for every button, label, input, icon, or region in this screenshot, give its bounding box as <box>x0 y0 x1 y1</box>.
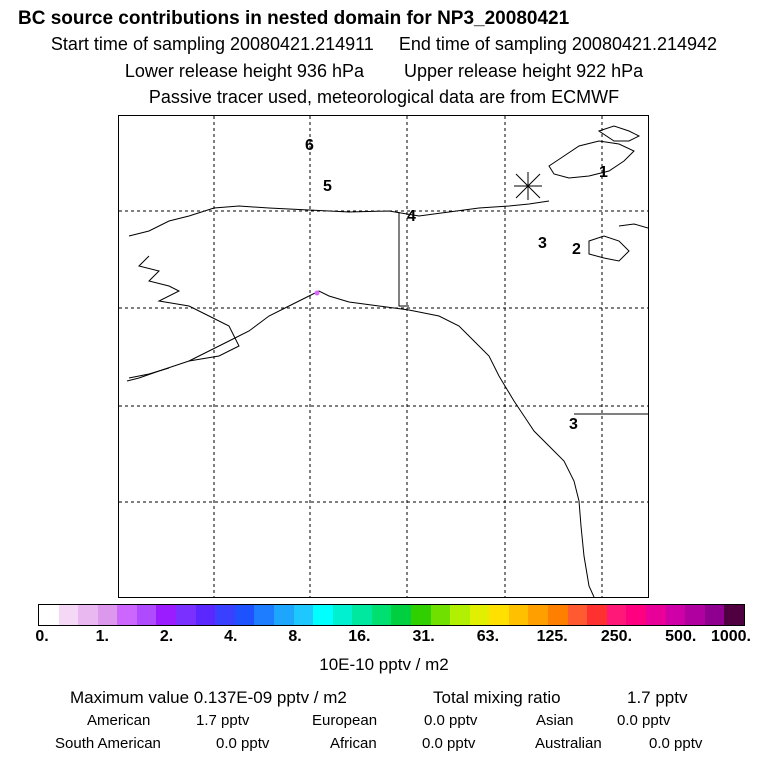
colorbar-swatch <box>313 605 333 625</box>
colorbar-tick-label: 1000. <box>710 628 752 645</box>
region-value: 1.7 pptv <box>196 712 250 729</box>
upper-height: Upper release height 922 hPa <box>404 61 644 81</box>
trajectory-marker: 2 <box>572 241 581 258</box>
region-value: 0.0 pptv <box>649 735 703 752</box>
colorbar-tick-label: 250. <box>600 628 633 645</box>
colorbar-swatch <box>567 605 588 625</box>
region-label: South American <box>55 735 161 752</box>
region-label: European <box>312 712 378 729</box>
colorbar <box>38 604 745 626</box>
colorbar-tick-label: 8. <box>288 628 302 645</box>
colorbar-swatch <box>548 605 568 625</box>
region-value: 0.0 pptv <box>216 735 270 752</box>
colorbar-swatch <box>430 605 451 625</box>
colorbar-swatch <box>117 605 137 625</box>
colorbar-tick-label: 2. <box>159 628 174 645</box>
colorbar-tick-label: 125. <box>536 628 568 645</box>
colorbar-swatch <box>626 605 646 625</box>
trajectory-marker: 3 <box>538 235 547 252</box>
colorbar-tick-label: 16. <box>348 628 371 645</box>
colorbar-swatch <box>685 605 705 625</box>
colorbar-unit: 10E-10 pptv / m2 <box>319 655 449 674</box>
colorbar-swatch <box>58 605 79 625</box>
region-label: Australian <box>535 735 602 752</box>
colorbar-swatch <box>704 605 725 625</box>
colorbar-swatch <box>724 605 744 625</box>
colorbar-swatch <box>332 605 353 625</box>
colorbar-tick-label: 31. <box>412 628 435 645</box>
trajectory-marker: 1 <box>599 164 608 181</box>
colorbar-tick-label: 1. <box>95 628 109 645</box>
colorbar-swatch <box>215 605 235 625</box>
colorbar-tick-label: 0. <box>35 628 49 645</box>
colorbar-swatch <box>273 605 294 625</box>
colorbar-swatch <box>508 605 529 625</box>
trajectory-marker: 3 <box>569 416 578 433</box>
colorbar-swatch <box>136 605 157 625</box>
sampling-times: Start time of sampling 20080421.214911 E… <box>0 34 768 55</box>
colorbar-swatch <box>469 605 490 625</box>
colorbar-swatch <box>254 605 274 625</box>
colorbar-swatch <box>587 605 607 625</box>
colorbar-tick-label: 500. <box>665 628 697 645</box>
region-value: 0.0 pptv <box>422 735 476 752</box>
region-label: American <box>87 712 151 729</box>
page-title: BC source contributions in nested domain… <box>18 8 570 29</box>
release-heights: Lower release height 936 hPa Upper relea… <box>0 61 768 82</box>
colorbar-swatch <box>528 605 549 625</box>
colorbar-tick-label: 4. <box>224 628 238 645</box>
colorbar-swatch <box>450 605 470 625</box>
region-value: 0.0 pptv <box>617 712 671 729</box>
colorbar-swatch <box>489 605 509 625</box>
colorbar-swatch <box>665 605 686 625</box>
region-label: Asian <box>536 712 574 729</box>
total-mixing-label: Total mixing ratio <box>433 688 561 707</box>
map-svg <box>119 116 648 597</box>
coastlines <box>126 125 648 597</box>
colorbar-swatch <box>195 605 216 625</box>
colorbar-swatch <box>39 605 59 625</box>
trajectory-marker: 4 <box>407 208 416 225</box>
colorbar-tick-label: 63. <box>476 628 500 645</box>
colorbar-swatch <box>410 605 431 625</box>
colorbar-swatch <box>78 605 98 625</box>
colorbar-swatch <box>97 605 118 625</box>
start-time: Start time of sampling 20080421.214911 <box>50 34 374 54</box>
trajectory-marker: 5 <box>323 178 332 195</box>
region-value: 0.0 pptv <box>424 712 478 729</box>
colorbar-swatch <box>645 605 666 625</box>
colorbar-swatch <box>606 605 627 625</box>
colorbar-swatch <box>391 605 411 625</box>
max-value: Maximum value 0.137E-09 pptv / m2 <box>70 688 347 707</box>
colorbar-swatch <box>352 605 372 625</box>
colorbar-swatch <box>156 605 177 625</box>
colorbar-swatch <box>234 605 255 625</box>
graticule <box>119 116 648 597</box>
region-label: African <box>330 735 377 752</box>
source-hotspot <box>314 290 320 296</box>
colorbar-swatch <box>293 605 314 625</box>
lower-height: Lower release height 936 hPa <box>124 61 364 81</box>
tracer-note: Passive tracer used, meteorological data… <box>148 87 620 107</box>
trajectory-marker: 6 <box>305 137 314 154</box>
total-mixing-value: 1.7 pptv <box>627 688 688 707</box>
map-panel[interactable]: 6 5 4 3 2 1 3 <box>118 115 649 598</box>
colorbar-swatch <box>371 605 392 625</box>
end-time: End time of sampling 20080421.214942 <box>398 34 718 54</box>
colorbar-swatch <box>176 605 196 625</box>
